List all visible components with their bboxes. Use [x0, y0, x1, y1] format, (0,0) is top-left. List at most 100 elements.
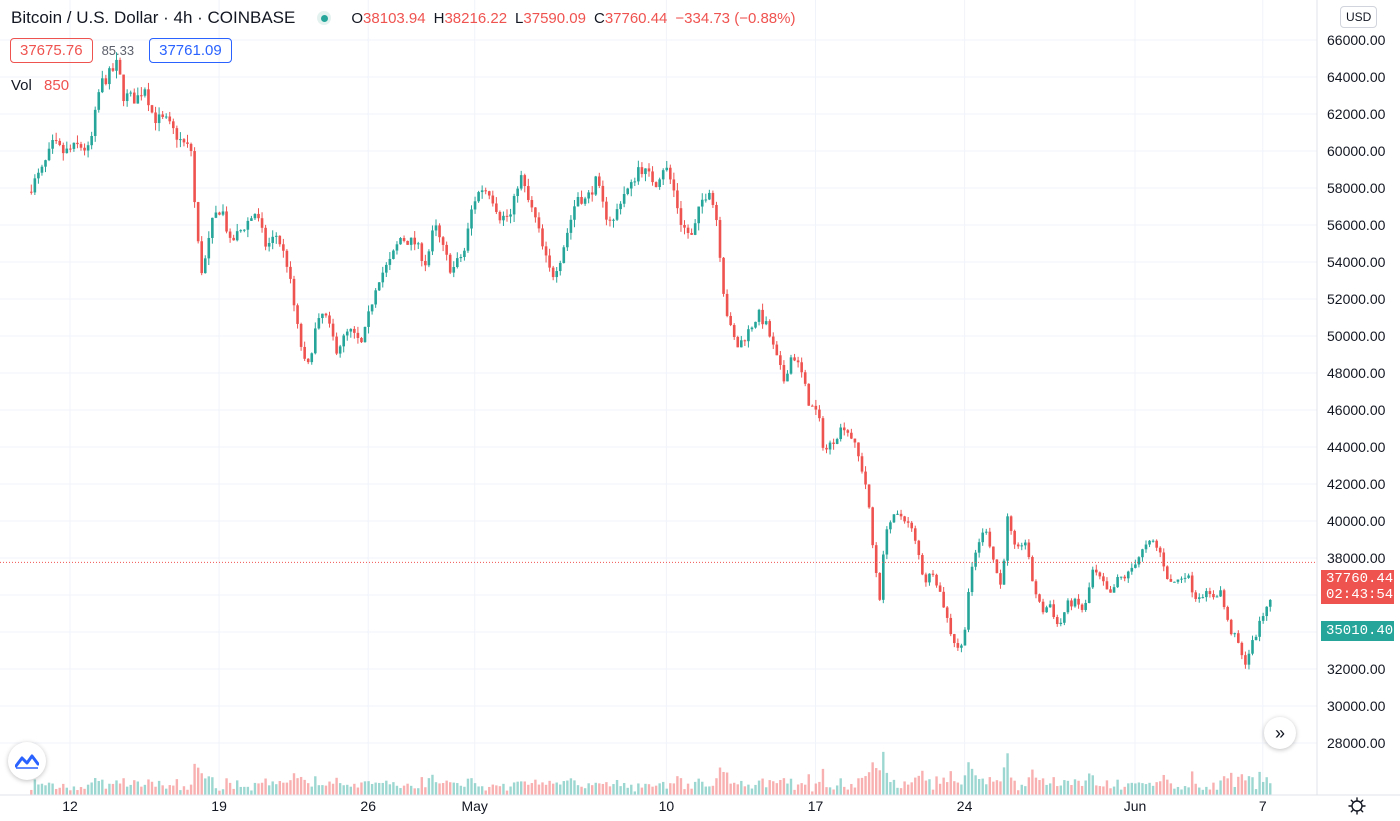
candle-body — [296, 305, 299, 324]
candle-body — [786, 373, 789, 382]
candle-body — [434, 225, 438, 231]
candle-body — [928, 573, 931, 583]
volume-bar — [54, 788, 58, 795]
candle-body — [516, 188, 519, 197]
candle-body — [168, 116, 172, 122]
chevron-double-right-icon[interactable]: » — [1264, 717, 1296, 749]
candle-body — [1038, 594, 1041, 602]
candle-body — [594, 176, 598, 195]
volume-bar — [58, 787, 61, 795]
volume-bar — [811, 791, 814, 795]
volume-bar — [598, 783, 601, 795]
bid-ask-row: 37675.76 85.33 37761.09 — [10, 38, 232, 63]
volume-bar — [644, 783, 647, 795]
volume-legend[interactable]: Vol 850 — [11, 77, 69, 94]
volume-bar — [236, 780, 239, 795]
volume-bar — [186, 789, 189, 795]
candle-body — [747, 329, 750, 342]
candle-body — [157, 114, 161, 124]
candle-body — [1027, 542, 1031, 558]
candle-body — [1116, 577, 1119, 588]
candle-body — [693, 223, 697, 235]
gear-icon[interactable] — [1346, 795, 1368, 817]
candle-body — [587, 192, 590, 199]
candle-body — [608, 219, 612, 221]
volume-bar — [456, 783, 459, 795]
volume-bar — [182, 786, 186, 795]
volume-bar — [953, 781, 956, 795]
candle-body — [626, 188, 630, 194]
volume-bar — [388, 784, 392, 795]
currency-button[interactable]: USD — [1340, 6, 1378, 28]
volume-bar — [683, 789, 686, 795]
time-axis[interactable]: 12 19 26 May 10 17 24 Jun 7 — [62, 798, 1267, 814]
candle-body — [580, 197, 583, 204]
candle-body — [395, 244, 399, 251]
volume-bar — [764, 787, 768, 795]
volume-bar — [537, 784, 541, 795]
candle-body — [718, 220, 722, 258]
candle-body — [771, 336, 775, 345]
volume-bar — [381, 782, 384, 795]
candle-body — [530, 199, 534, 208]
volume-bar — [512, 782, 516, 795]
volume-bar — [1006, 753, 1009, 795]
ask-price-button[interactable]: 37761.09 — [149, 38, 232, 63]
volume-bar — [94, 778, 97, 795]
candle-body — [892, 514, 896, 523]
volume-bar — [1024, 786, 1027, 795]
y-tick-label: 62000.00 — [1327, 106, 1386, 122]
candle-body — [1134, 564, 1137, 568]
volume-bar — [321, 785, 324, 795]
candle-body — [1251, 640, 1254, 654]
symbol-title[interactable]: Bitcoin / U.S. Dollar · 4h · COINBASE — [11, 8, 296, 27]
volume-bar — [750, 788, 754, 795]
volume-bar — [445, 780, 448, 795]
volume-bar — [757, 780, 761, 795]
bid-price-button[interactable]: 37675.76 — [10, 38, 93, 63]
candle-body — [221, 211, 225, 215]
candle-body — [619, 203, 622, 210]
tradingview-logo-icon[interactable] — [8, 742, 46, 780]
price-axis[interactable]: 66000.00 64000.00 62000.00 60000.00 58000.00… — [1327, 32, 1386, 751]
volume-bar — [921, 770, 924, 795]
candle-body — [509, 214, 512, 217]
volume-bar — [427, 778, 431, 795]
candle-body — [463, 250, 466, 258]
candle-body — [669, 167, 672, 180]
candle-body — [576, 197, 580, 207]
candle-body — [58, 140, 62, 145]
candle-body — [775, 344, 779, 356]
volume-bar — [189, 784, 193, 795]
candle-body — [65, 148, 69, 154]
candle-body — [83, 147, 86, 151]
volume-bar — [889, 782, 892, 795]
candle-body — [924, 574, 928, 583]
volume-bar — [179, 790, 182, 795]
candle-body — [1237, 633, 1240, 643]
candle-body — [420, 243, 424, 261]
candle-body — [789, 357, 793, 374]
candle-body — [289, 266, 292, 279]
candle-body — [590, 192, 594, 195]
volume-bar — [821, 768, 825, 795]
volume-bar — [196, 767, 200, 795]
volume-bar — [612, 784, 615, 795]
x-tick-label: 26 — [360, 798, 376, 814]
market-status-icon[interactable] — [317, 11, 332, 25]
candle-body — [154, 112, 157, 124]
symbol-legend: Bitcoin / U.S. Dollar · 4h · COINBASE O3… — [11, 8, 803, 28]
volume-bar — [392, 782, 395, 795]
candle-body — [1194, 592, 1198, 599]
candle-body — [1229, 619, 1233, 635]
volume-bar — [65, 787, 69, 795]
candle-body — [722, 257, 725, 294]
candle-body — [1233, 633, 1237, 635]
candle-body — [857, 442, 860, 457]
candle-body — [977, 542, 981, 553]
volume-bar — [1219, 780, 1222, 795]
volume-bar — [892, 779, 896, 795]
candle-body — [122, 74, 125, 102]
candle-body — [825, 447, 828, 450]
